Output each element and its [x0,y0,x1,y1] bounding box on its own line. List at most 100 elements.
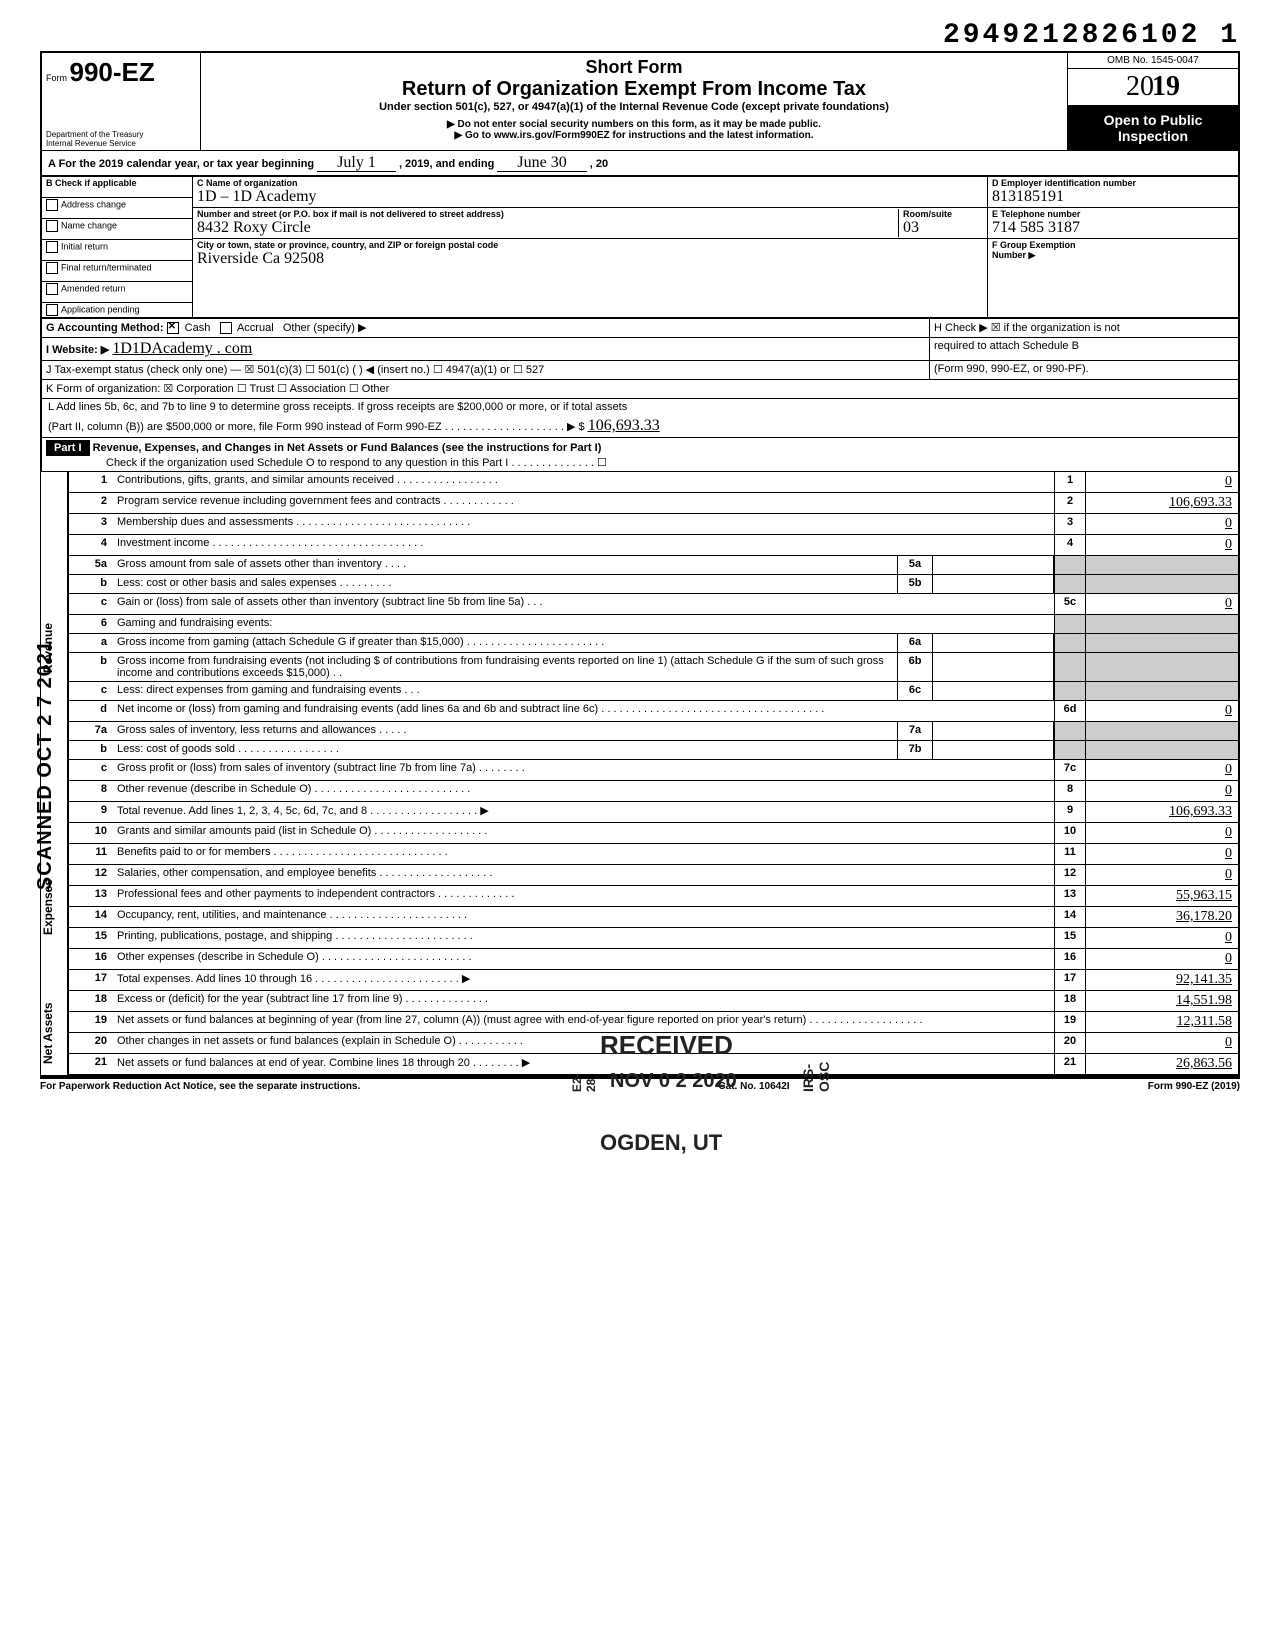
right-line-value[interactable] [1086,556,1238,574]
room-suite[interactable]: 03 [903,219,983,237]
website-value[interactable]: 1D1DAcademy . com [112,340,252,357]
mid-line-value[interactable] [933,682,1054,700]
right-line-value[interactable] [1086,722,1238,740]
right-line-value[interactable]: 36,178.20 [1086,907,1238,927]
g-label: G Accounting Method: [46,322,164,334]
chk-amended-return[interactable]: Amended return [42,282,192,303]
room-label: Room/suite [903,209,983,219]
l-amount[interactable]: 106,693.33 [588,417,660,434]
right-line-value[interactable] [1086,634,1238,652]
right-line-value[interactable]: 12,311.58 [1086,1012,1238,1032]
right-line-number: 15 [1054,928,1086,948]
right-line-value[interactable]: 0 [1086,701,1238,721]
right-line-value[interactable]: 0 [1086,535,1238,555]
netassets-section: Net Assets 18Excess or (deficit) for the… [40,991,1240,1077]
dln-number: 2949212826102 1 [40,20,1240,51]
right-line-number: 1 [1054,472,1086,492]
line-number: b [69,741,113,759]
street-address[interactable]: 8432 Roxy Circle [197,219,898,237]
right-line-value[interactable]: 26,863.56 [1086,1054,1238,1074]
line-21: 21Net assets or fund balances at end of … [69,1054,1240,1075]
right-line-value[interactable] [1086,615,1238,633]
chk-address-change[interactable]: Address change [42,198,192,219]
chk-initial-return[interactable]: Initial return [42,240,192,261]
ein-value[interactable]: 813185191 [992,188,1234,206]
right-line-value[interactable]: 0 [1086,928,1238,948]
right-line-value[interactable] [1086,575,1238,593]
mid-line-value[interactable] [933,575,1054,593]
right-line-value[interactable]: 55,963.15 [1086,886,1238,906]
right-line-number [1054,682,1086,700]
right-line-number: 6d [1054,701,1086,721]
mid-line-number: 7b [897,741,933,759]
h-box3: (Form 990, 990-EZ, or 990-PF). [929,361,1238,379]
line-c: cLess: direct expenses from gaming and f… [69,682,1240,701]
chk-name-change[interactable]: Name change [42,219,192,240]
entity-block: B Check if applicable Address change Nam… [40,177,1240,319]
right-line-value[interactable] [1086,653,1238,681]
line-number: 2 [69,493,113,513]
line-number: d [69,701,113,721]
row-k: K Form of organization: ☒ Corporation ☐ … [40,380,1240,399]
line-9: 9Total revenue. Add lines 1, 2, 3, 4, 5c… [69,802,1240,823]
right-line-value[interactable]: 92,141.35 [1086,970,1238,990]
line-number: c [69,682,113,700]
line-10: 10Grants and similar amounts paid (list … [69,823,1240,844]
right-line-value[interactable]: 0 [1086,865,1238,885]
org-name[interactable]: 1D – 1D Academy [197,188,983,206]
right-line-value[interactable]: 106,693.33 [1086,493,1238,513]
mid-line-number: 7a [897,722,933,740]
row-j: J Tax-exempt status (check only one) — ☒… [40,361,1240,380]
i-label: I Website: ▶ [46,344,109,356]
line-number: 19 [69,1012,113,1032]
part1-check[interactable]: Check if the organization used Schedule … [106,457,607,469]
mid-line-value[interactable] [933,741,1054,759]
right-line-value[interactable] [1086,741,1238,759]
chk-application-pending[interactable]: Application pending [42,303,192,317]
right-line-value[interactable]: 0 [1086,472,1238,492]
chk-cash[interactable] [167,322,179,334]
right-line-number [1054,741,1086,759]
mid-line-value[interactable] [933,634,1054,652]
right-line-number [1054,575,1086,593]
line-19: 19Net assets or fund balances at beginni… [69,1012,1240,1033]
right-line-value[interactable]: 106,693.33 [1086,802,1238,822]
group-label: F Group Exemption [992,240,1234,250]
phone-value[interactable]: 714 585 3187 [992,219,1234,237]
line-number: 12 [69,865,113,885]
revenue-section: Revenue 1Contributions, gifts, grants, a… [40,472,1240,823]
right-line-value[interactable]: 14,551.98 [1086,991,1238,1011]
right-line-value[interactable] [1086,682,1238,700]
right-line-value[interactable]: 0 [1086,1033,1238,1053]
right-line-value[interactable]: 0 [1086,760,1238,780]
mid-line-value[interactable] [933,556,1054,574]
line-14: 14Occupancy, rent, utilities, and mainte… [69,907,1240,928]
footer-left: For Paperwork Reduction Act Notice, see … [40,1081,360,1092]
line-16: 16Other expenses (describe in Schedule O… [69,949,1240,970]
city-state-zip[interactable]: Riverside Ca 92508 [197,250,983,268]
j-text[interactable]: J Tax-exempt status (check only one) — ☒… [42,361,929,379]
line-number: 17 [69,970,113,990]
right-line-value[interactable]: 0 [1086,594,1238,614]
chk-final-return[interactable]: Final return/terminated [42,261,192,282]
mid-line-value[interactable] [933,653,1054,681]
line-desc: Other expenses (describe in Schedule O) … [113,949,1054,969]
line-number: 1 [69,472,113,492]
tax-year-begin[interactable]: July 1 [317,154,396,172]
city-cell: City or town, state or province, country… [193,239,987,269]
chk-accrual[interactable] [220,322,232,334]
part1-title: Revenue, Expenses, and Changes in Net As… [93,442,602,454]
page-footer: For Paperwork Reduction Act Notice, see … [40,1077,1240,1092]
right-line-value[interactable]: 0 [1086,949,1238,969]
right-line-value[interactable]: 0 [1086,823,1238,843]
k-text[interactable]: K Form of organization: ☒ Corporation ☐ … [42,380,1238,398]
right-line-value[interactable]: 0 [1086,781,1238,801]
line-2: 2Program service revenue including gover… [69,493,1240,514]
form-number: 990-EZ [70,57,155,87]
tax-year-end[interactable]: June 30 [497,154,586,172]
line-number: b [69,575,113,593]
right-line-number: 12 [1054,865,1086,885]
right-line-value[interactable]: 0 [1086,514,1238,534]
right-line-value[interactable]: 0 [1086,844,1238,864]
mid-line-value[interactable] [933,722,1054,740]
